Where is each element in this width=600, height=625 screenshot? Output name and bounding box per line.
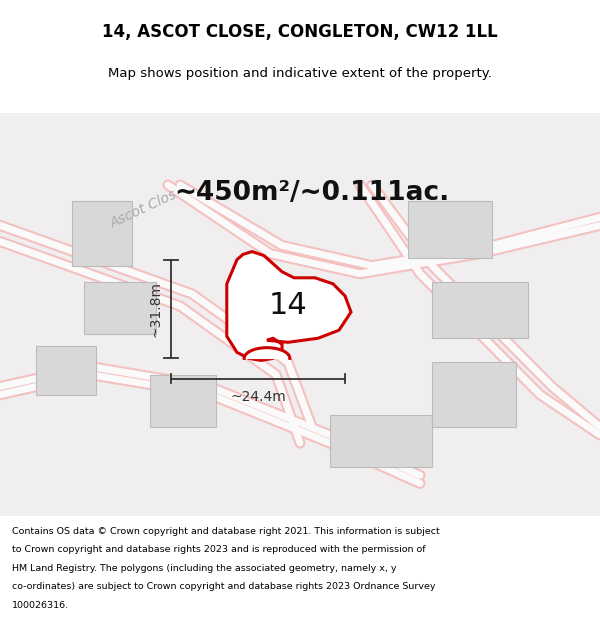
Polygon shape	[244, 348, 290, 358]
Polygon shape	[408, 201, 492, 258]
Text: 14: 14	[269, 291, 307, 321]
Text: Contains OS data © Crown copyright and database right 2021. This information is : Contains OS data © Crown copyright and d…	[12, 527, 440, 536]
Text: Ascot Clos: Ascot Clos	[108, 188, 179, 231]
Polygon shape	[72, 201, 132, 266]
Text: 100026316.: 100026316.	[12, 601, 69, 610]
Text: ~24.4m: ~24.4m	[230, 390, 286, 404]
Polygon shape	[227, 252, 351, 361]
Text: HM Land Registry. The polygons (including the associated geometry, namely x, y: HM Land Registry. The polygons (includin…	[12, 564, 397, 572]
Polygon shape	[36, 346, 96, 395]
Polygon shape	[150, 374, 216, 427]
Polygon shape	[84, 282, 156, 334]
Text: ~31.8m: ~31.8m	[149, 281, 163, 337]
Text: Map shows position and indicative extent of the property.: Map shows position and indicative extent…	[108, 67, 492, 79]
Text: ~450m²/~0.111ac.: ~450m²/~0.111ac.	[175, 180, 449, 206]
Polygon shape	[432, 282, 528, 338]
Polygon shape	[432, 362, 516, 427]
Text: to Crown copyright and database rights 2023 and is reproduced with the permissio: to Crown copyright and database rights 2…	[12, 545, 425, 554]
Text: 14, ASCOT CLOSE, CONGLETON, CW12 1LL: 14, ASCOT CLOSE, CONGLETON, CW12 1LL	[102, 22, 498, 41]
Polygon shape	[330, 415, 432, 468]
Text: co-ordinates) are subject to Crown copyright and database rights 2023 Ordnance S: co-ordinates) are subject to Crown copyr…	[12, 582, 436, 591]
